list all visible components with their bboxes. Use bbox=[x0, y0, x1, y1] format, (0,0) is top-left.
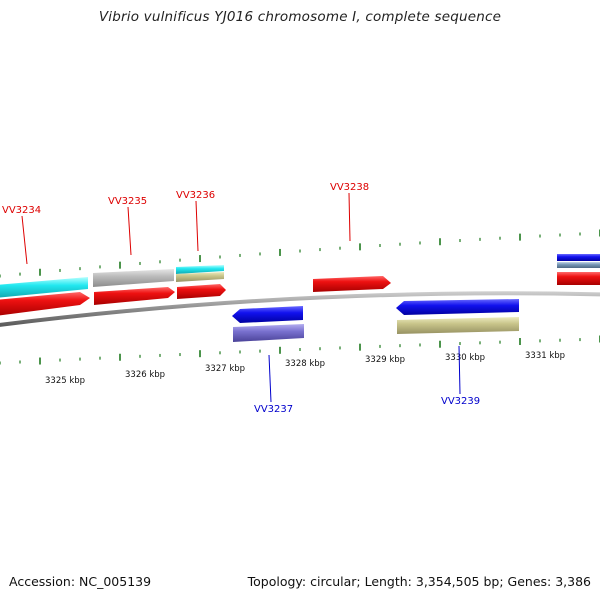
feature-gray[interactable] bbox=[93, 269, 174, 287]
gene-vv3239-arrow[interactable] bbox=[396, 299, 519, 315]
feature-blue[interactable] bbox=[557, 254, 600, 261]
gene-label-vv3238[interactable]: VV3238 bbox=[330, 182, 369, 193]
leader-vv3237 bbox=[268, 354, 272, 403]
leader-vv3238 bbox=[348, 192, 351, 242]
gene-vv3237-arrow[interactable] bbox=[232, 306, 303, 323]
gene-label-vv3235[interactable]: VV3235 bbox=[108, 196, 147, 207]
accession-text: Accession: NC_005139 bbox=[9, 574, 152, 589]
tick-label-3330: 3330 kbp bbox=[445, 353, 485, 363]
feature-red[interactable] bbox=[557, 272, 600, 285]
leader-vv3239 bbox=[458, 345, 461, 395]
gene-label-vv3236[interactable]: VV3236 bbox=[176, 190, 215, 201]
gene-labels: VV3234 VV3235 VV3236 VV3237 VV3238 VV323… bbox=[2, 182, 480, 415]
tick-label-3325: 3325 kbp bbox=[45, 376, 85, 386]
gene-label-vv3234[interactable]: VV3234 bbox=[2, 205, 41, 216]
scale-labels: 3325 kbp 3326 kbp 3327 kbp 3328 kbp 3329… bbox=[45, 351, 565, 386]
gene-vv3236-arrow[interactable] bbox=[177, 284, 226, 299]
tick-label-3327: 3327 kbp bbox=[205, 364, 245, 374]
feature-khaki[interactable] bbox=[176, 272, 224, 282]
chromosome-backbone bbox=[0, 291, 600, 327]
gene-label-vv3237[interactable]: VV3237 bbox=[254, 404, 293, 415]
gene-vv3235-arrow[interactable] bbox=[94, 287, 175, 305]
tick-label-3326: 3326 kbp bbox=[125, 370, 165, 380]
feature-slate[interactable] bbox=[233, 324, 304, 342]
forward-strand-features bbox=[0, 254, 600, 316]
outer-tick-marks bbox=[0, 229, 600, 278]
leader-vv3236 bbox=[195, 200, 199, 252]
leader-vv3235 bbox=[127, 206, 132, 256]
tick-label-3328: 3328 kbp bbox=[285, 359, 325, 369]
inner-tick-marks bbox=[0, 335, 600, 365]
gene-label-vv3239[interactable]: VV3239 bbox=[441, 396, 480, 407]
feature-steel[interactable] bbox=[557, 262, 600, 268]
reverse-strand-features bbox=[232, 299, 519, 342]
feature-khaki[interactable] bbox=[397, 317, 519, 334]
gene-vv3238-arrow[interactable] bbox=[313, 276, 391, 292]
tick-label-3331: 3331 kbp bbox=[525, 351, 565, 361]
feature-cyan[interactable] bbox=[176, 265, 224, 274]
gene-vv3234-arrow[interactable] bbox=[0, 292, 90, 316]
genome-summary-text: Topology: circular; Length: 3,354,505 bp… bbox=[247, 574, 591, 589]
gene-label-leaders bbox=[21, 192, 461, 403]
tick-label-3329: 3329 kbp bbox=[365, 355, 405, 365]
leader-vv3234 bbox=[21, 215, 28, 265]
map-title: Vibrio vulnificus YJ016 chromosome I, co… bbox=[98, 9, 502, 25]
feature-cyan[interactable] bbox=[0, 277, 88, 298]
